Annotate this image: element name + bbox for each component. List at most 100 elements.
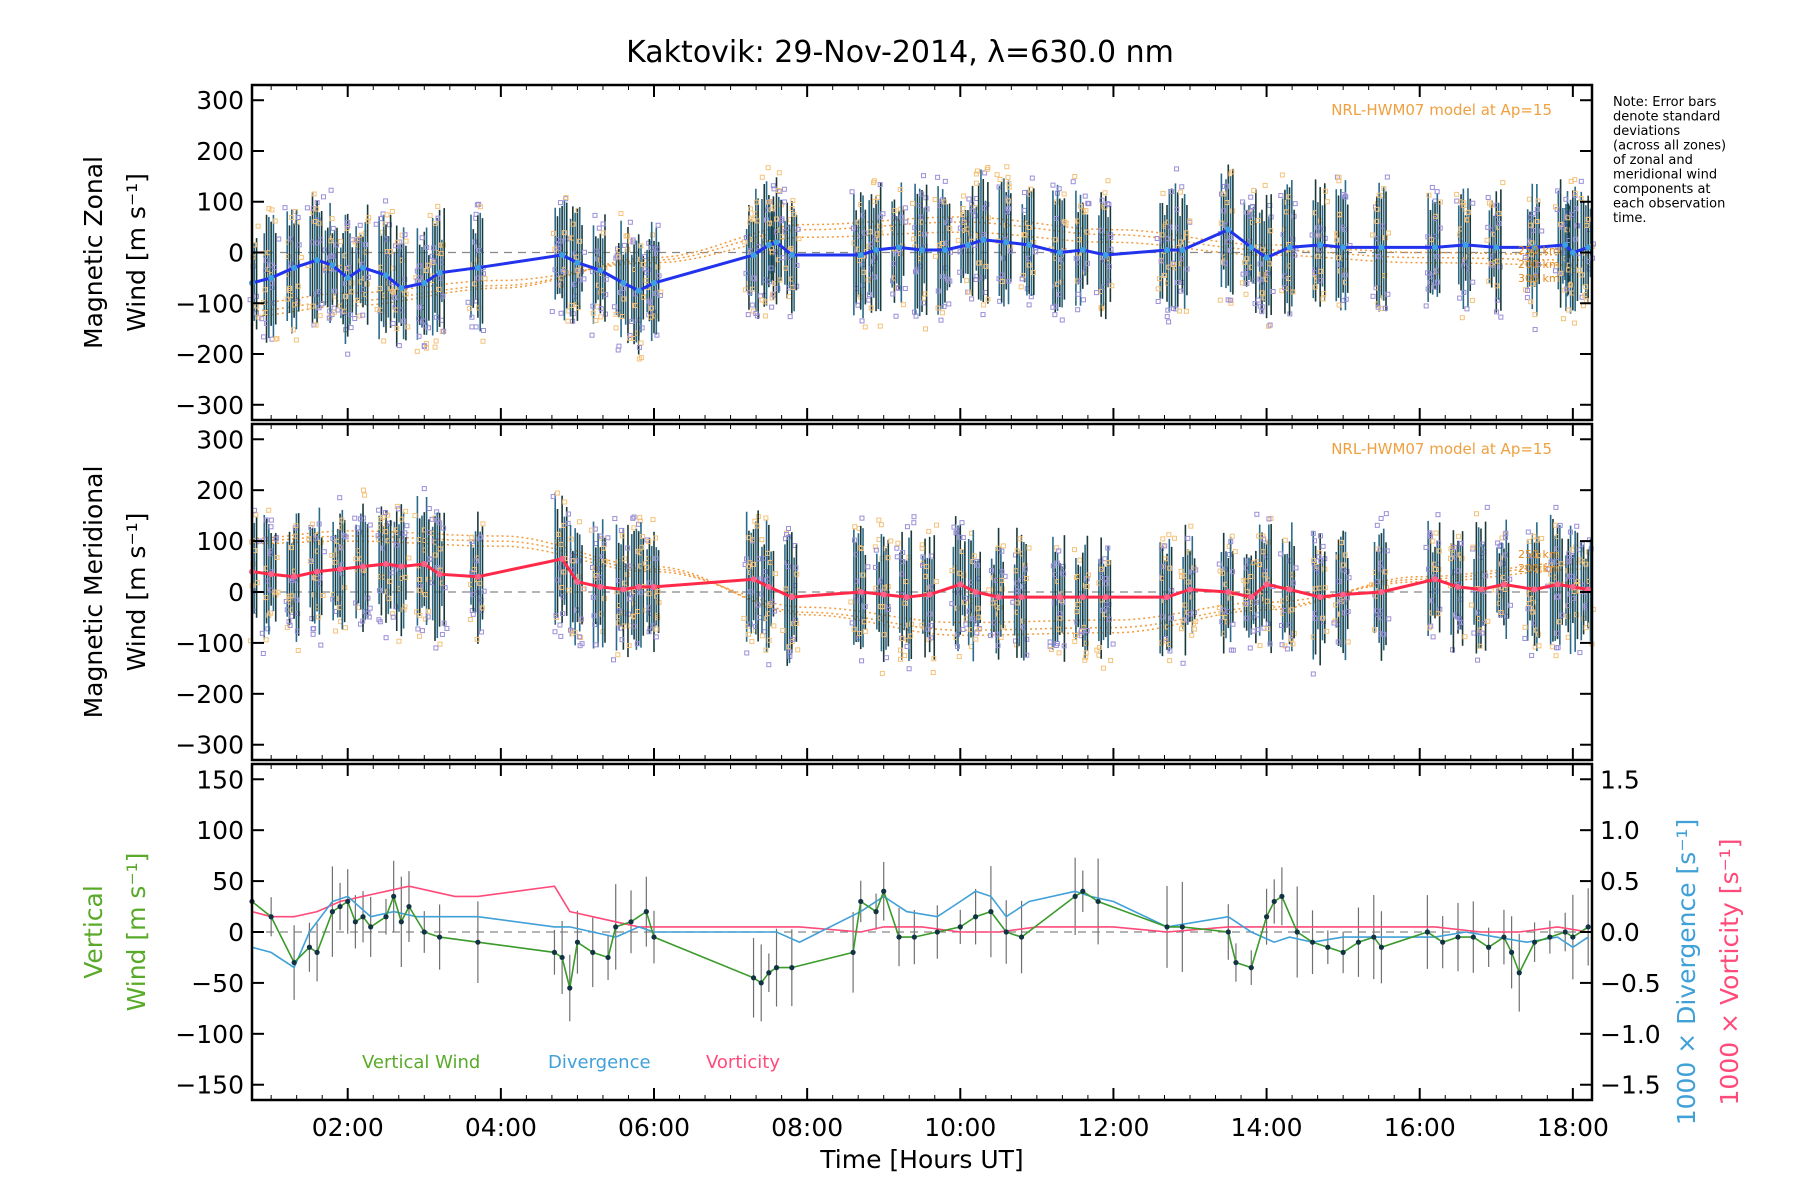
zone-marker [1484,237,1490,243]
zone-marker [787,649,793,655]
zone-marker [311,191,317,197]
zone-marker [995,643,1001,649]
zone-marker [1163,638,1169,644]
zone-marker [282,205,288,211]
zone-marker [1555,593,1561,599]
zone-marker [902,286,908,292]
zone-marker [1342,552,1348,558]
zone-marker [751,275,757,281]
zone-marker [961,219,967,225]
zone-marker [634,641,640,647]
zone-marker [1525,606,1531,612]
zone-marker [295,215,301,221]
zone-marker [1268,228,1274,234]
zone-marker [973,276,979,282]
zone-marker [577,238,583,244]
zone-marker [568,302,574,308]
zone-marker [857,597,863,603]
zone-marker [892,208,898,214]
zone-marker [980,312,986,318]
zone-marker [927,611,933,617]
zone-marker [794,571,800,577]
zone-marker [633,291,639,297]
zone-marker [636,344,642,350]
wind-point [1003,239,1010,246]
zone-marker [1257,276,1263,282]
zone-marker [330,225,336,231]
zone-marker [1171,535,1177,541]
zone-marker [326,315,332,321]
zone-marker [389,208,395,214]
zone-marker [1526,196,1532,202]
zone-marker [1457,295,1463,301]
zone-marker [1056,548,1062,554]
zone-marker [402,604,408,610]
zone-marker [617,289,623,295]
zone-marker [1100,665,1106,671]
zone-marker [558,565,564,571]
zone-marker [763,647,769,653]
wind-point [995,594,1002,601]
zone-marker [436,286,442,292]
vertical-wind-point [306,944,313,950]
model-label: NRL-HWM07 model at Ap=15 [1331,440,1552,458]
zone-marker [974,168,980,174]
zone-marker [627,238,633,244]
zone-marker [403,508,409,514]
zone-marker [414,278,420,284]
zone-marker [1282,537,1288,543]
zone-marker [383,510,389,516]
zone-marker [1425,270,1431,276]
zone-marker [648,305,654,311]
zone-marker [576,519,582,525]
vertical-wind-point [337,903,343,910]
zone-marker [1346,575,1352,581]
zone-marker [1378,566,1384,572]
zone-marker [1072,639,1078,645]
zone-marker [1070,179,1076,185]
zone-marker [365,274,371,280]
zone-marker [961,193,967,199]
zone-marker [376,617,382,623]
wind-point [651,583,657,590]
zone-marker [1083,650,1089,656]
zone-marker [1224,183,1230,189]
zone-marker [480,271,486,277]
zone-marker [289,545,295,551]
zone-marker [748,589,754,595]
wind-point [1286,244,1293,251]
zone-marker [790,636,796,642]
zone-marker [619,314,625,320]
zone-marker [936,202,942,208]
zone-marker [552,629,558,635]
zone-marker [888,538,894,544]
wind-point [1056,249,1063,256]
zone-marker [1050,563,1056,569]
zone-marker [1458,619,1464,625]
vertical-wind-point [1309,939,1316,945]
zone-marker [1572,177,1578,183]
zone-marker [848,599,854,605]
zone-marker [1434,189,1440,195]
zone-marker [908,633,914,639]
zone-marker [860,572,866,578]
zone-marker [1554,594,1560,600]
vertical-wind-point [329,909,335,915]
zone-marker [897,656,903,662]
zone-marker [1076,237,1082,243]
zone-marker [316,220,322,226]
zone-marker [645,556,651,562]
wind-point [337,566,344,573]
zone-marker [852,537,858,543]
zone-marker [391,295,397,301]
zone-marker [273,536,279,542]
zone-marker [743,270,749,276]
zone-marker [1024,575,1030,581]
zone-marker [1485,224,1491,230]
zone-marker [1047,639,1053,645]
y-tick-label: 200 [196,137,244,166]
zone-marker [935,288,941,294]
zone-marker [656,273,662,279]
zone-marker [874,231,880,237]
